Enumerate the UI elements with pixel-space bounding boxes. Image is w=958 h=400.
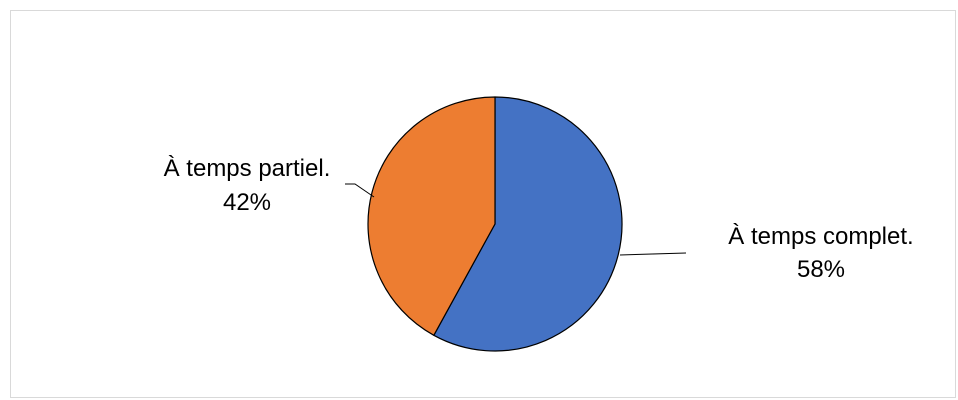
slice-label-temps-complet: À temps complet. (728, 223, 913, 250)
leader-line-a-temps-partiel (345, 183, 375, 198)
slice-value-temps-partiel: 42% (223, 189, 271, 216)
pie-slice-a-temps-complet (433, 96, 623, 352)
pie-slice-a-temps-partiel (367, 96, 496, 336)
slice-value-temps-complet: 58% (797, 256, 845, 283)
leader-line-a-temps-complet (619, 252, 687, 256)
leader-lines (345, 183, 687, 256)
slice-label-temps-partiel: À temps partiel. (164, 155, 331, 182)
pie-slices (367, 96, 623, 352)
